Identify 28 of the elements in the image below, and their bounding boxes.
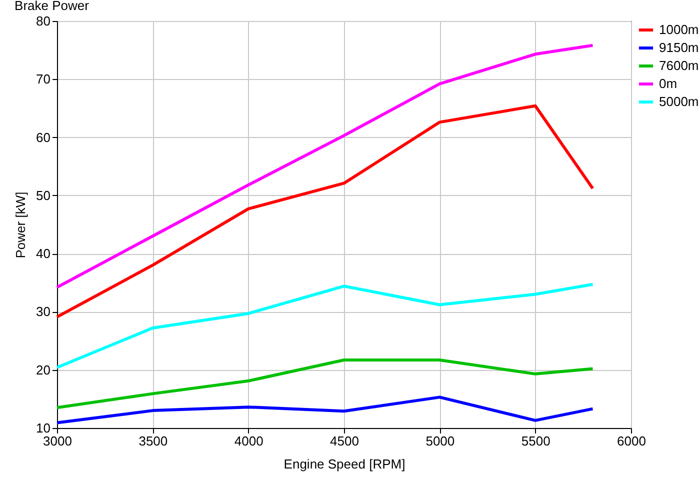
legend-label: 5000m — [659, 94, 699, 109]
y-tick-label: 20 — [36, 362, 50, 378]
legend-label: 0m — [659, 76, 678, 91]
legend-label: 7600m — [659, 58, 699, 73]
x-tick-label: 6000 — [617, 434, 646, 448]
y-tick-label: 60 — [36, 130, 50, 145]
x-tick-label: 3000 — [43, 434, 72, 448]
y-tick-label: 10 — [36, 420, 50, 436]
line-series — [56, 104, 594, 318]
x-tick-label: 4000 — [234, 434, 264, 448]
legend-label: 9150m — [659, 40, 699, 55]
legend-label: 1000m — [659, 22, 699, 37]
x-axis-title: Engine Speed [RPM] — [284, 456, 406, 472]
y-tick-label: 30 — [36, 304, 50, 320]
x-tick-label: 3500 — [138, 434, 168, 448]
y-tick-label: 40 — [36, 246, 50, 262]
line-series — [56, 396, 594, 424]
y-tick-label: 70 — [36, 72, 50, 87]
x-tick-label: 5000 — [426, 434, 455, 448]
x-tick-label: 5500 — [521, 434, 550, 448]
line-series — [56, 282, 594, 370]
y-tick-label: 50 — [36, 188, 50, 203]
chart-title: Brake Power — [14, 0, 90, 13]
x-tick-label: 4500 — [330, 434, 359, 448]
line-series — [56, 358, 594, 410]
y-tick-label: 80 — [36, 14, 50, 28]
y-axis-title: Power [kW] — [13, 192, 28, 258]
line-series — [56, 44, 594, 289]
